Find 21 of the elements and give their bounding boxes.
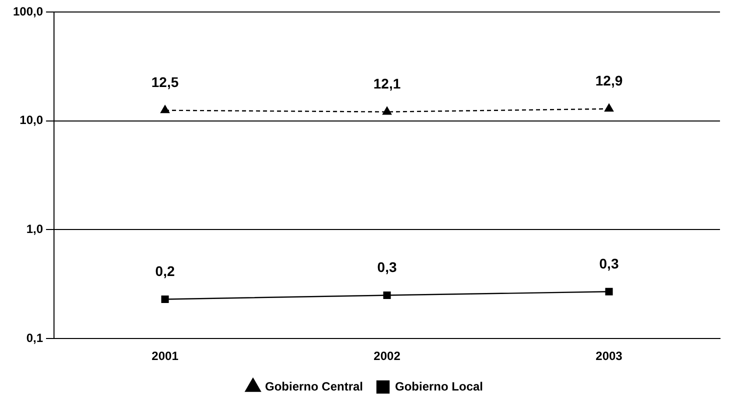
data-label: 12,1 (373, 76, 401, 92)
point (383, 291, 391, 300)
x-tick-label: 2002 (374, 349, 401, 364)
point (605, 288, 613, 296)
data-label: 0,3 (377, 259, 397, 276)
point (604, 104, 614, 112)
y-tick-label: 0,1 (26, 330, 44, 345)
point (161, 295, 169, 303)
data-label: 0,3 (599, 256, 619, 272)
point (382, 106, 392, 115)
x-tick-label: 2003 (596, 349, 623, 364)
legend-label: Gobierno Central (264, 379, 364, 394)
data-label: 12,9 (595, 72, 623, 89)
y-tick-label: 100,0 (13, 4, 44, 18)
data-label: 0,2 (155, 263, 175, 280)
point (160, 105, 170, 114)
y-tick-label: 10,0 (20, 113, 44, 128)
x-tick-label: 2001 (152, 349, 179, 364)
data-label: 12,5 (151, 74, 179, 90)
legend-label: Gobierno Local (395, 379, 484, 394)
y-tick-label: 1,0 (26, 222, 44, 236)
